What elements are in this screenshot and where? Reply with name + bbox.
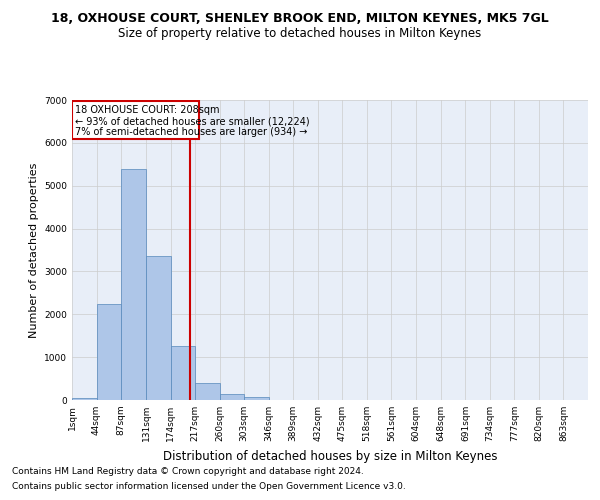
Bar [220,394,244,400]
Bar [195,383,220,400]
Text: Size of property relative to detached houses in Milton Keynes: Size of property relative to detached ho… [118,28,482,40]
Bar [72,398,97,400]
Bar [146,256,170,400]
Text: 7% of semi-detached houses are larger (934) →: 7% of semi-detached houses are larger (9… [75,128,307,138]
Bar [97,304,121,400]
FancyBboxPatch shape [72,101,199,140]
Text: 18 OXHOUSE COURT: 208sqm: 18 OXHOUSE COURT: 208sqm [75,104,220,115]
Bar [170,346,195,400]
Text: Contains public sector information licensed under the Open Government Licence v3: Contains public sector information licen… [12,482,406,491]
X-axis label: Distribution of detached houses by size in Milton Keynes: Distribution of detached houses by size … [163,450,497,462]
Y-axis label: Number of detached properties: Number of detached properties [29,162,38,338]
Text: 18, OXHOUSE COURT, SHENLEY BROOK END, MILTON KEYNES, MK5 7GL: 18, OXHOUSE COURT, SHENLEY BROOK END, MI… [51,12,549,26]
Bar [121,168,146,400]
Bar [244,397,269,400]
Text: Contains HM Land Registry data © Crown copyright and database right 2024.: Contains HM Land Registry data © Crown c… [12,467,364,476]
Text: ← 93% of detached houses are smaller (12,224): ← 93% of detached houses are smaller (12… [75,116,310,126]
